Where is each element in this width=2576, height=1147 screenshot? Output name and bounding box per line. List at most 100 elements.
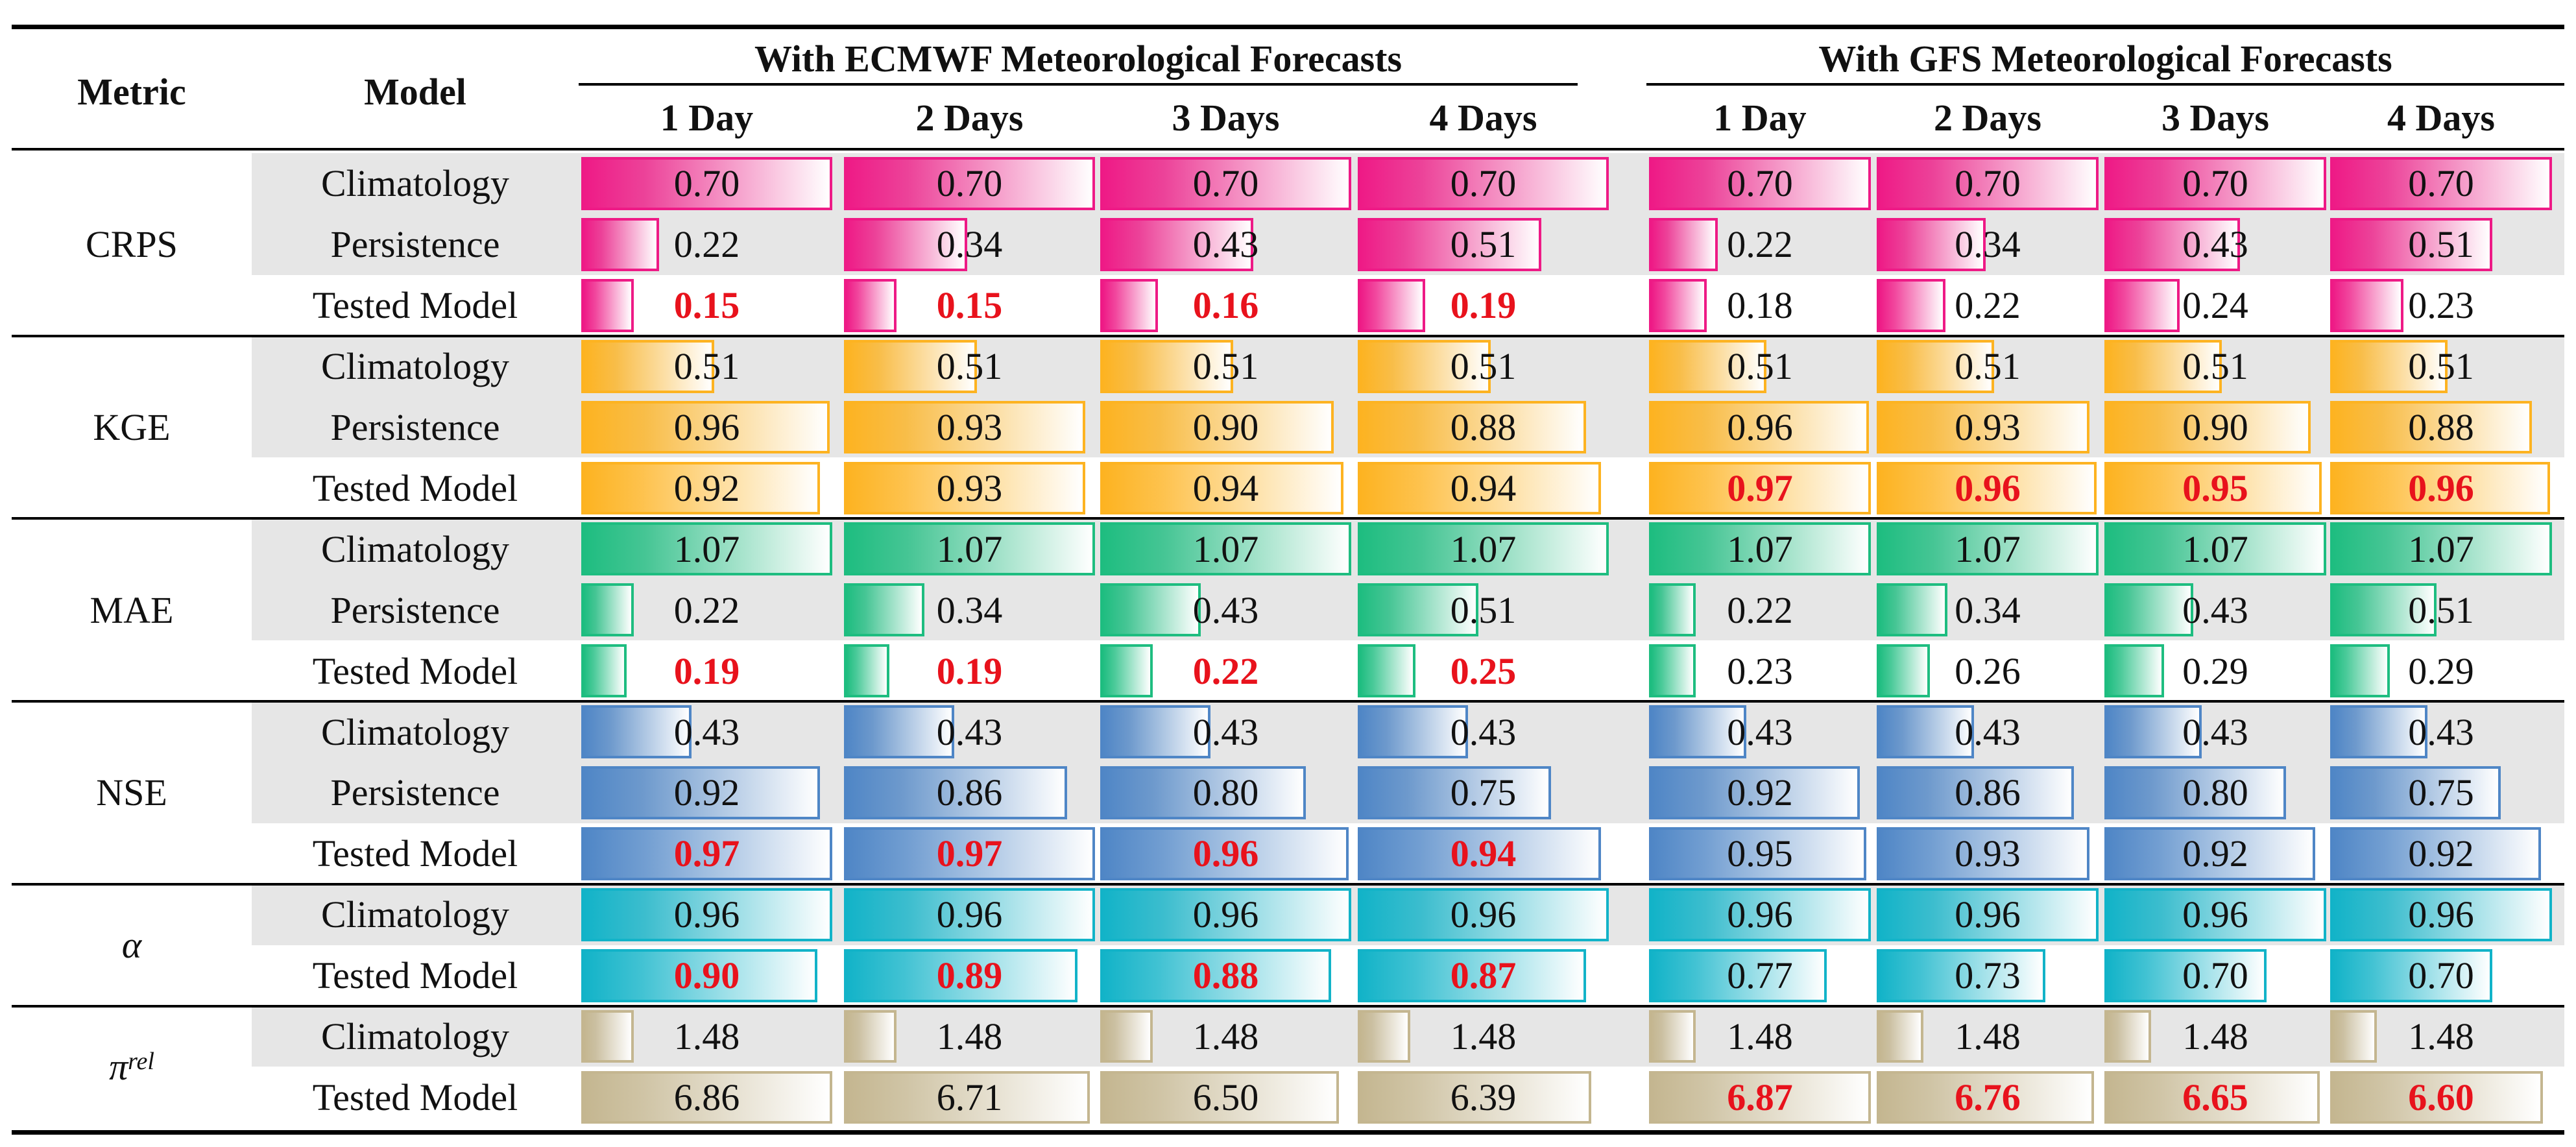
value-text: 0.25 <box>1450 649 1517 692</box>
value-cell: 6.50 <box>1100 1070 1351 1124</box>
value-cell: 0.23 <box>1649 644 1871 698</box>
value-bar <box>1877 1070 2094 1124</box>
value-bar <box>1100 1009 1153 1063</box>
value-text: 0.24 <box>2182 284 2248 327</box>
value-text: 1.48 <box>1727 1015 1793 1058</box>
value-text: 0.51 <box>1192 345 1259 388</box>
value-text: 0.34 <box>936 588 1003 631</box>
value-bar <box>2330 887 2552 941</box>
value-text: 0.70 <box>2408 954 2474 997</box>
value-bar <box>581 948 817 1002</box>
value-bar <box>1877 827 2089 880</box>
value-cell: 0.96 <box>1100 887 1351 941</box>
value-cell: 0.92 <box>2104 827 2326 880</box>
value-cell: 0.43 <box>844 705 1095 758</box>
value-text: 0.43 <box>936 710 1003 753</box>
value-text: 0.88 <box>1192 954 1259 997</box>
value-cell: 0.51 <box>1358 583 1609 637</box>
value-cell: 0.70 <box>1649 157 1871 210</box>
value-bar <box>1877 461 2097 515</box>
value-bar <box>1649 1009 1696 1063</box>
value-cell: 1.07 <box>2330 522 2552 576</box>
value-text: 1.48 <box>1955 1015 2021 1058</box>
value-bar <box>1358 461 1601 515</box>
value-text: 0.93 <box>936 466 1003 509</box>
value-cell: 0.93 <box>1877 400 2099 454</box>
value-cell: 0.88 <box>1358 400 1609 454</box>
value-cell: 0.43 <box>1100 217 1351 271</box>
value-cell: 1.48 <box>844 1009 1095 1063</box>
value-text: 6.86 <box>673 1076 740 1118</box>
value-text: 0.51 <box>1727 345 1793 388</box>
value-bar <box>844 705 954 758</box>
value-cell: 1.48 <box>2330 1009 2552 1063</box>
value-bar <box>844 1009 897 1063</box>
value-bar <box>1649 217 1718 271</box>
value-bar <box>2104 157 2326 210</box>
value-text: 0.96 <box>673 893 740 936</box>
value-cell: 0.90 <box>581 948 832 1002</box>
value-text: 6.87 <box>1727 1076 1793 1118</box>
metric-label: α <box>12 884 252 1006</box>
model-name: Persistence <box>330 588 500 631</box>
value-cell: 0.70 <box>2104 157 2326 210</box>
value-bar <box>1358 644 1415 698</box>
bottom-rule <box>12 1130 2564 1135</box>
value-text: 0.90 <box>1192 406 1259 449</box>
value-cell: 0.43 <box>581 705 832 758</box>
value-text: 0.93 <box>936 406 1003 449</box>
value-cell: 0.75 <box>2330 766 2552 819</box>
value-cell: 0.96 <box>1649 887 1871 941</box>
value-cell: 1.07 <box>2104 522 2326 576</box>
value-text: 0.22 <box>673 588 740 631</box>
value-text: 0.43 <box>1192 710 1259 753</box>
value-bar <box>1877 278 1945 332</box>
value-text: 0.70 <box>1192 162 1259 205</box>
value-bar <box>1100 705 1210 758</box>
value-text: 0.22 <box>1727 223 1793 266</box>
value-cell: 0.70 <box>844 157 1095 210</box>
value-bar <box>2104 522 2326 576</box>
value-text: 0.89 <box>936 954 1003 997</box>
value-bar <box>2104 278 2180 332</box>
value-bar <box>1649 948 1827 1002</box>
value-text: 0.77 <box>1727 954 1793 997</box>
model-name: Climatology <box>321 1015 509 1058</box>
value-bar <box>844 157 1095 210</box>
value-bar <box>1649 766 1860 819</box>
value-text: 0.51 <box>2182 345 2248 388</box>
value-bar <box>1877 766 2074 819</box>
value-text: 0.70 <box>673 162 740 205</box>
value-cell: 0.94 <box>1358 827 1609 880</box>
value-text: 1.07 <box>1192 527 1259 570</box>
value-bar <box>1100 644 1153 698</box>
value-bar <box>2104 827 2315 880</box>
model-name: Tested Model <box>312 1076 518 1118</box>
value-text: 0.22 <box>1955 284 2021 327</box>
value-text: 0.34 <box>936 223 1003 266</box>
value-text: 0.90 <box>673 954 740 997</box>
value-bar <box>844 1070 1090 1124</box>
header-group-ecmwf: With ECMWF Meteorological Forecasts <box>754 37 1402 80</box>
value-text: 1.48 <box>2182 1015 2248 1058</box>
value-cell: 0.18 <box>1649 278 1871 332</box>
metric-label: MAE <box>90 588 174 631</box>
value-text: 0.43 <box>2182 223 2248 266</box>
value-text: 1.07 <box>936 527 1003 570</box>
value-text: 0.94 <box>1450 832 1517 875</box>
value-text: 0.15 <box>936 284 1003 327</box>
value-cell: 1.48 <box>581 1009 832 1063</box>
value-text: 0.70 <box>2182 954 2248 997</box>
value-text: 0.51 <box>2408 588 2474 631</box>
value-bar <box>2104 887 2326 941</box>
value-bar <box>581 887 832 941</box>
value-cell: 0.29 <box>2330 644 2552 698</box>
value-text: 0.95 <box>1727 832 1793 875</box>
value-cell: 0.43 <box>1100 583 1351 637</box>
value-cell: 0.97 <box>1649 461 1871 515</box>
value-text: 6.76 <box>1955 1076 2021 1118</box>
value-text: 6.65 <box>2182 1076 2248 1118</box>
value-bar <box>2330 766 2501 819</box>
model-name: Tested Model <box>312 649 518 692</box>
value-text: 0.34 <box>1955 588 2021 631</box>
